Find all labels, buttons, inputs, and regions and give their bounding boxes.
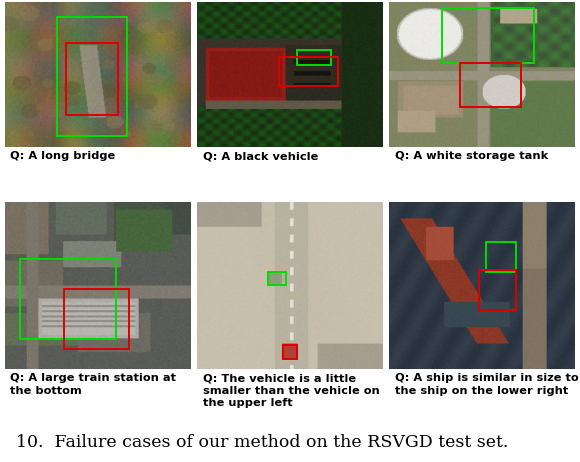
Text: Q: A ship is similar in size to
the ship on the lower right: Q: A ship is similar in size to the ship… xyxy=(395,373,579,396)
Text: Q: The vehicle is a little
smaller than the vehicle on
the upper left: Q: The vehicle is a little smaller than … xyxy=(202,373,379,408)
Bar xyxy=(20,259,116,339)
Text: Q: A large train station at
the bottom: Q: A large train station at the bottom xyxy=(10,373,176,396)
Bar xyxy=(282,346,298,359)
Bar xyxy=(441,8,534,63)
Text: 10.  Failure cases of our method on the RSVGD test set.: 10. Failure cases of our method on the R… xyxy=(16,434,509,451)
Bar xyxy=(460,63,521,107)
Bar xyxy=(486,242,516,272)
Bar xyxy=(57,17,128,136)
Bar xyxy=(298,50,331,65)
Text: Q: A long bridge: Q: A long bridge xyxy=(10,151,115,161)
Bar xyxy=(64,289,129,349)
Bar xyxy=(279,57,338,86)
Bar xyxy=(268,272,287,286)
Text: Q: A black vehicle: Q: A black vehicle xyxy=(202,151,318,161)
Bar xyxy=(66,43,118,116)
Text: Q: A white storage tank: Q: A white storage tank xyxy=(395,151,548,161)
Bar xyxy=(478,270,516,310)
